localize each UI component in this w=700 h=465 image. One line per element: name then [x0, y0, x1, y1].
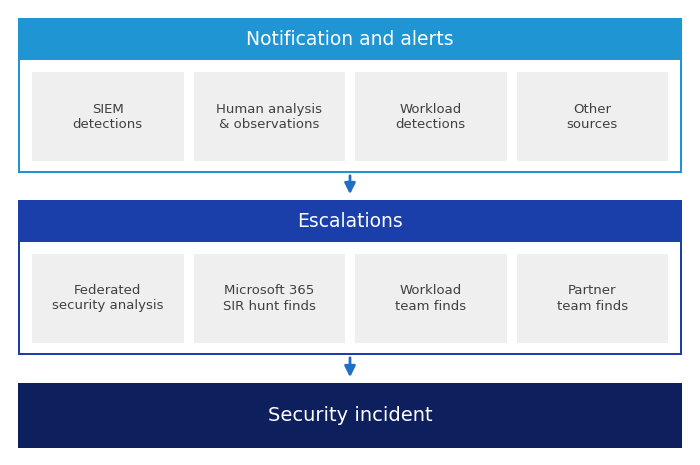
Text: Federated
security analysis: Federated security analysis: [52, 285, 164, 312]
Bar: [18, 200, 682, 355]
Bar: [517, 72, 668, 161]
Bar: [355, 72, 507, 161]
Bar: [193, 254, 345, 343]
Bar: [32, 254, 183, 343]
Text: Human analysis
& observations: Human analysis & observations: [216, 102, 322, 131]
Bar: [18, 18, 682, 173]
Bar: [193, 72, 345, 161]
Text: Workload
detections: Workload detections: [395, 102, 466, 131]
Text: SIEM
detections: SIEM detections: [73, 102, 143, 131]
Text: Notification and alerts: Notification and alerts: [246, 29, 454, 48]
Bar: [18, 383, 682, 448]
Bar: [18, 18, 682, 60]
Bar: [355, 254, 507, 343]
Text: Other
sources: Other sources: [566, 102, 618, 131]
Text: Security incident: Security incident: [267, 406, 433, 425]
Bar: [18, 200, 682, 242]
Bar: [20, 60, 680, 171]
Text: Microsoft 365
SIR hunt finds: Microsoft 365 SIR hunt finds: [223, 285, 316, 312]
Text: Workload
team finds: Workload team finds: [395, 285, 466, 312]
Bar: [517, 254, 668, 343]
Text: Escalations: Escalations: [297, 212, 403, 231]
Bar: [32, 72, 183, 161]
Text: Partner
team finds: Partner team finds: [556, 285, 628, 312]
Bar: [20, 242, 680, 353]
